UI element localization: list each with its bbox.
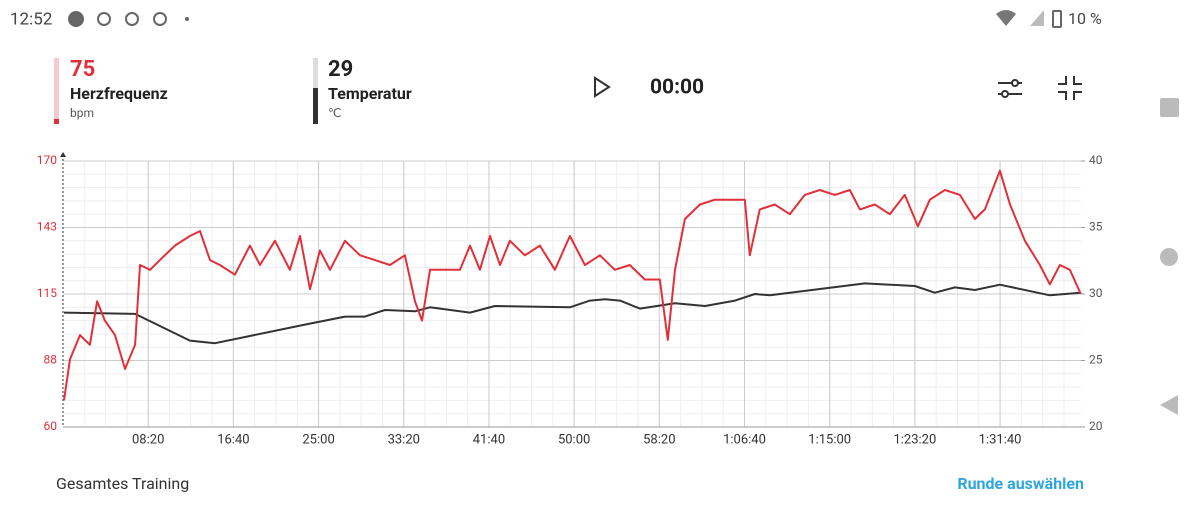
metric-bar-fill [313, 88, 318, 124]
y2-tick-label: 30 [1089, 286, 1103, 300]
y-tick-label: 115 [37, 286, 57, 300]
x-tick-label: 58:20 [643, 432, 675, 447]
x-tick-label: 1:06:40 [723, 432, 766, 447]
play-button[interactable] [594, 76, 611, 98]
status-icon [125, 12, 139, 26]
timer: 00:00 [650, 76, 704, 100]
status-battery: 10 % [1068, 9, 1102, 28]
status-icon [185, 17, 189, 21]
footer-label: Gesamtes Training [56, 474, 189, 493]
metric-label: Temperatur [328, 84, 412, 103]
collapse-button[interactable] [1058, 76, 1082, 100]
x-tick-label: 1:23:20 [893, 432, 936, 447]
select-lap-button[interactable]: Runde auswählen [957, 474, 1084, 493]
metric-label: Herzfrequenz [70, 84, 168, 103]
metric-bar-fill [54, 119, 59, 124]
nav-home[interactable] [1160, 248, 1178, 266]
x-tick-label: 33:20 [388, 432, 420, 447]
x-tick-label: 50:00 [558, 432, 590, 447]
y-tick-label: 170 [37, 153, 57, 167]
nav-recent[interactable] [1160, 98, 1179, 117]
series-line [63, 169, 1082, 401]
x-tick-label: 41:40 [473, 432, 505, 447]
settings-button[interactable] [998, 79, 1022, 98]
x-tick-label: 1:15:00 [808, 432, 851, 447]
metric-bar [54, 58, 59, 124]
battery-icon [1052, 10, 1062, 28]
y2-tick-label: 40 [1089, 153, 1103, 167]
x-tick-label: 25:00 [302, 432, 334, 447]
x-tick-label: 1:31:40 [979, 432, 1022, 447]
metric-unit: ℃ [328, 106, 341, 120]
status-icon [153, 12, 167, 26]
y-tick-label: 88 [44, 353, 58, 367]
wifi-icon [996, 10, 1016, 26]
x-tick-label: 16:40 [217, 432, 249, 447]
x-tick-label: 08:20 [132, 432, 164, 447]
y2-tick-label: 25 [1089, 353, 1103, 367]
nav-back[interactable] [1160, 395, 1178, 415]
status-icon [97, 12, 111, 26]
y2-tick-label: 20 [1089, 419, 1103, 433]
y-tick-label: 60 [44, 419, 58, 433]
metric-unit: bpm [70, 106, 94, 120]
status-time: 12:52 [10, 9, 52, 29]
y-tick-label: 143 [37, 220, 57, 234]
signal-icon [1030, 10, 1044, 26]
y2-tick-label: 35 [1089, 220, 1103, 234]
metric-value: 75 [70, 57, 95, 82]
metric-value: 29 [328, 57, 353, 82]
series-line [63, 282, 1081, 345]
y-axis-arrow [60, 152, 66, 157]
status-icon [68, 11, 84, 27]
chart: 60 88 115 143 170 20 25 30 35 40 08:20 16:40 25:00 33… [37, 152, 1103, 447]
